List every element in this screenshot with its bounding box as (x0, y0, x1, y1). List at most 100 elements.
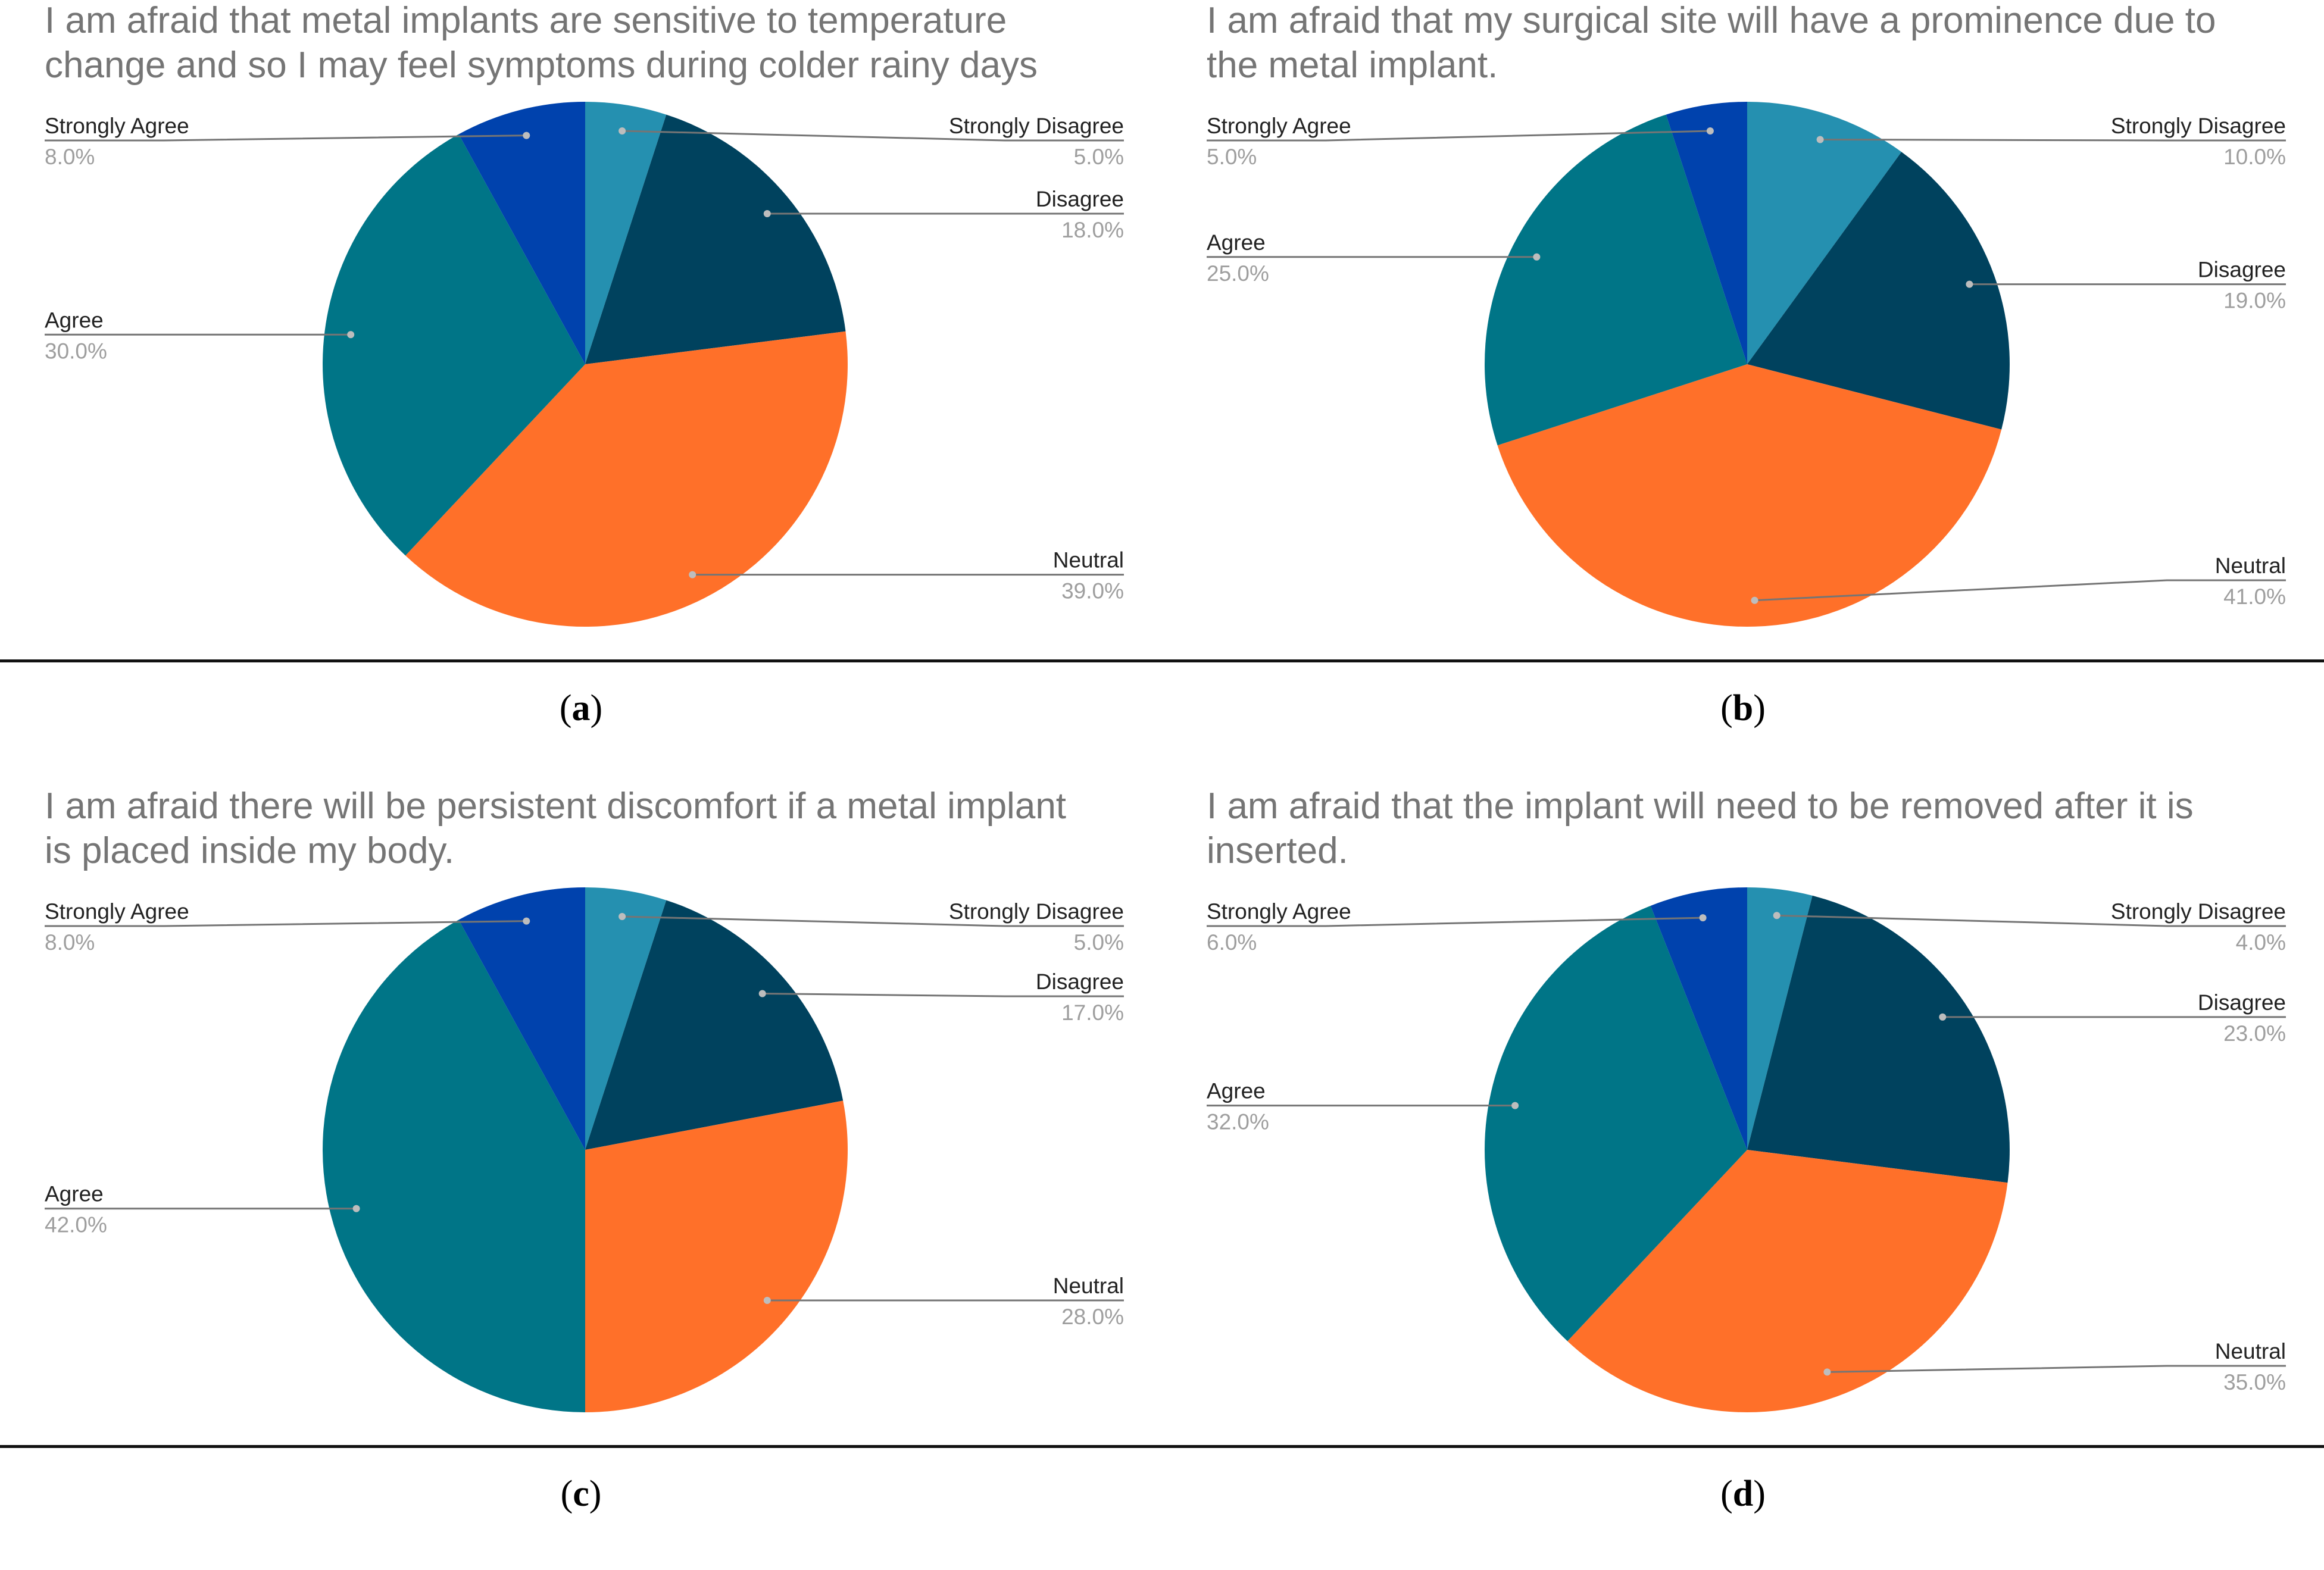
pie-slice-disagree (585, 114, 846, 364)
pie-slice-strongly-agree (1666, 102, 1747, 364)
leader-dot-agree (1511, 1102, 1519, 1109)
pie-slice-strongly-disagree (1747, 102, 1902, 364)
chart-panel-d: I am afraid that the implant will need t… (1162, 786, 2324, 1570)
chart-title-line: the metal implant. (1207, 45, 1498, 86)
pie-slice-strongly-agree (458, 102, 585, 364)
leader-line-strongly-disagree (622, 915, 1124, 927)
leader-dot-disagree (1939, 1013, 1947, 1021)
slice-percent-agree: 30.0% (45, 339, 107, 363)
slice-percent-strongly-agree: 8.0% (45, 930, 95, 955)
pie-slice-strongly-disagree (585, 887, 667, 1150)
slice-percent-agree: 25.0% (1207, 261, 1269, 286)
slice-label-strongly-agree: Strongly Agree (45, 114, 189, 138)
leader-dot-neutral (1823, 1368, 1831, 1376)
leader-dot-strongly-disagree (619, 913, 626, 920)
slice-percent-strongly-disagree: 5.0% (1074, 930, 1124, 955)
pie-chart-b: I am afraid that my surgical site will h… (1207, 0, 2286, 627)
chart-panel-b: I am afraid that my surgical site will h… (1162, 0, 2324, 784)
leader-dot-neutral (1751, 596, 1758, 604)
pie-slice-strongly-disagree (585, 102, 667, 364)
chart-panel-a: I am afraid that metal implants are sens… (0, 0, 1162, 784)
slice-percent-agree: 32.0% (1207, 1110, 1269, 1134)
chart-title-line: I am afraid that the implant will need t… (1207, 786, 2194, 827)
leader-dot-disagree (1966, 280, 1973, 288)
slice-percent-disagree: 18.0% (1061, 218, 1124, 242)
leader-dot-strongly-disagree (1773, 912, 1781, 920)
slice-percent-strongly-agree: 8.0% (45, 145, 95, 169)
slice-label-strongly-agree: Strongly Agree (1207, 114, 1351, 138)
slice-label-agree: Agree (45, 1182, 104, 1206)
slice-percent-strongly-disagree: 10.0% (2223, 145, 2286, 169)
slice-label-strongly-disagree: Strongly Disagree (2111, 899, 2286, 924)
pie-slice-disagree (1747, 895, 2010, 1183)
leader-dot-strongly-agree (1699, 914, 1707, 922)
slice-label-strongly-disagree: Strongly Disagree (949, 899, 1124, 924)
slice-percent-strongly-disagree: 4.0% (2236, 930, 2286, 955)
leader-dot-agree (347, 331, 355, 339)
slice-label-strongly-agree: Strongly Agree (45, 899, 189, 924)
pie-slice-strongly-disagree (1747, 887, 1813, 1150)
leader-line-strongly-agree (1207, 917, 1703, 927)
slice-label-disagree: Disagree (2198, 990, 2286, 1015)
slice-label-agree: Agree (1207, 1079, 1266, 1103)
pie-slice-neutral (405, 331, 848, 627)
slice-label-agree: Agree (45, 308, 104, 332)
leader-dot-strongly-disagree (619, 127, 626, 135)
pie-slice-neutral (1497, 364, 2002, 627)
leader-line-disagree (762, 993, 1124, 997)
panel-caption: (a) (559, 688, 603, 728)
chart-title-line: inserted. (1207, 830, 1348, 871)
slice-percent-agree: 42.0% (45, 1213, 107, 1237)
leader-dot-strongly-agree (523, 132, 530, 139)
panel-caption: (b) (1720, 688, 1766, 728)
pie-slice-agree (1484, 905, 1747, 1341)
slice-label-disagree: Disagree (2198, 258, 2286, 282)
pie-slice-neutral (1567, 1150, 2008, 1413)
slice-percent-neutral: 28.0% (1061, 1305, 1124, 1329)
slice-percent-strongly-agree: 5.0% (1207, 145, 1257, 169)
leader-dot-strongly-agree (523, 917, 530, 925)
leader-dot-strongly-agree (1706, 127, 1714, 135)
chart-title-line: I am afraid that my surgical site will h… (1207, 0, 2216, 41)
chart-title-line: is placed inside my body. (45, 830, 454, 871)
pie-chart-c: I am afraid there will be persistent dis… (45, 786, 1124, 1412)
divider-rule (0, 659, 1162, 662)
slice-percent-neutral: 35.0% (2223, 1370, 2286, 1394)
pie-slice-neutral (585, 1100, 848, 1412)
leader-line-neutral (1827, 1365, 2286, 1373)
slice-label-disagree: Disagree (1036, 187, 1124, 211)
leader-line-strongly-disagree (1776, 914, 2286, 927)
leader-line-strongly-agree (45, 920, 527, 927)
slice-label-agree: Agree (1207, 230, 1266, 255)
slice-percent-neutral: 39.0% (1061, 579, 1124, 603)
leader-dot-agree (352, 1205, 360, 1212)
divider-rule (1162, 659, 2324, 662)
leader-dot-neutral (763, 1297, 771, 1304)
leader-line-strongly-agree (45, 135, 527, 142)
slice-percent-neutral: 41.0% (2223, 584, 2286, 609)
pie-slice-strongly-agree (1650, 887, 1747, 1150)
slice-label-neutral: Neutral (2215, 553, 2286, 578)
slice-percent-disagree: 17.0% (1061, 1000, 1124, 1025)
pie-chart-d: I am afraid that the implant will need t… (1207, 786, 2286, 1413)
panel-caption: (c) (560, 1474, 602, 1514)
slice-percent-strongly-agree: 6.0% (1207, 930, 1257, 955)
slice-label-strongly-disagree: Strongly Disagree (2111, 114, 2286, 138)
divider-rule (0, 1445, 1162, 1448)
panel-caption: (d) (1720, 1474, 1766, 1514)
slice-label-neutral: Neutral (1053, 1274, 1124, 1298)
chart-title-line: I am afraid there will be persistent dis… (45, 786, 1066, 827)
divider-rule (1162, 1445, 2324, 1448)
chart-title-line: change and so I may feel symptoms during… (45, 45, 1038, 86)
pie-slice-strongly-agree (458, 887, 585, 1150)
pie-slice-agree (322, 134, 585, 556)
slice-label-disagree: Disagree (1036, 969, 1124, 994)
pie-slice-agree (1484, 114, 1747, 446)
chart-title-line: I am afraid that metal implants are sens… (45, 0, 1007, 41)
pie-slice-disagree (585, 900, 844, 1150)
pie-chart-a: I am afraid that metal implants are sens… (45, 0, 1124, 627)
slice-percent-disagree: 19.0% (2223, 289, 2286, 313)
leader-dot-strongly-disagree (1816, 136, 1824, 143)
slice-label-strongly-agree: Strongly Agree (1207, 899, 1351, 924)
slice-percent-strongly-disagree: 5.0% (1074, 145, 1124, 169)
